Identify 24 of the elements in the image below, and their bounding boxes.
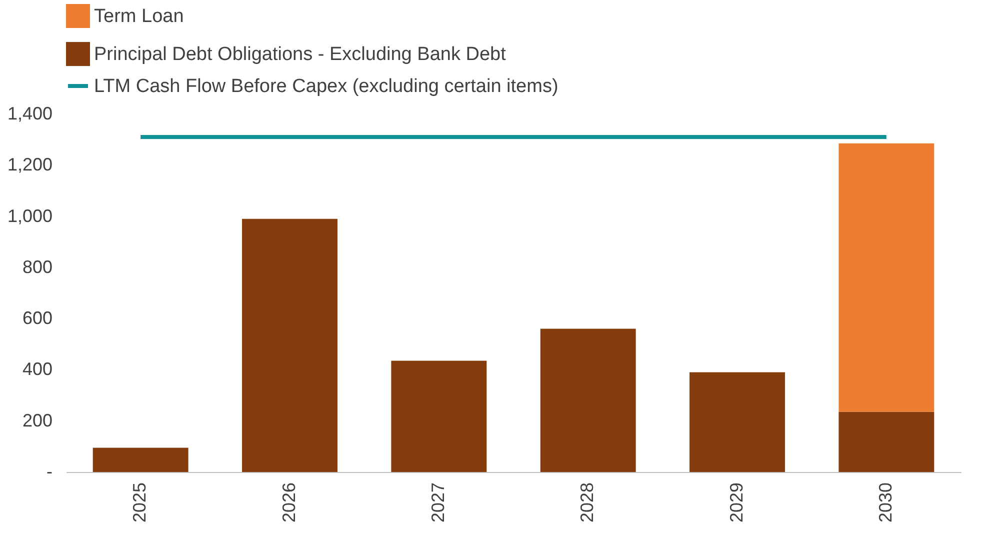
- y-tick-label: -: [46, 462, 52, 482]
- x-tick-label: 2028: [577, 482, 598, 523]
- y-tick-label: 1,000: [7, 206, 52, 226]
- y-tick-label: 1,400: [7, 104, 52, 124]
- bar: [242, 218, 338, 472]
- y-tick-label: 400: [22, 359, 52, 380]
- x-tick-label: 2027: [428, 482, 448, 523]
- bar: [838, 412, 934, 472]
- bar: [92, 448, 188, 472]
- y-tick-label: 1,200: [7, 154, 52, 175]
- bar: [838, 143, 934, 412]
- legend-label: Term Loan: [94, 6, 184, 27]
- bar: [690, 372, 785, 472]
- legend-label: LTM Cash Flow Before Capex (excluding certain items): [94, 76, 558, 97]
- x-tick-label: 2029: [726, 482, 746, 523]
- bar: [391, 360, 487, 472]
- y-tick-label: 600: [22, 308, 52, 328]
- x-tick-label: 2026: [278, 482, 299, 523]
- bar: [540, 328, 636, 472]
- legend-label: Principal Debt Obligations - Excluding Bank Debt: [94, 44, 507, 65]
- y-tick-label: 200: [22, 410, 52, 430]
- x-tick-label: 2030: [875, 482, 896, 523]
- y-tick-label: 800: [22, 256, 52, 277]
- x-tick-label: 2025: [130, 482, 150, 523]
